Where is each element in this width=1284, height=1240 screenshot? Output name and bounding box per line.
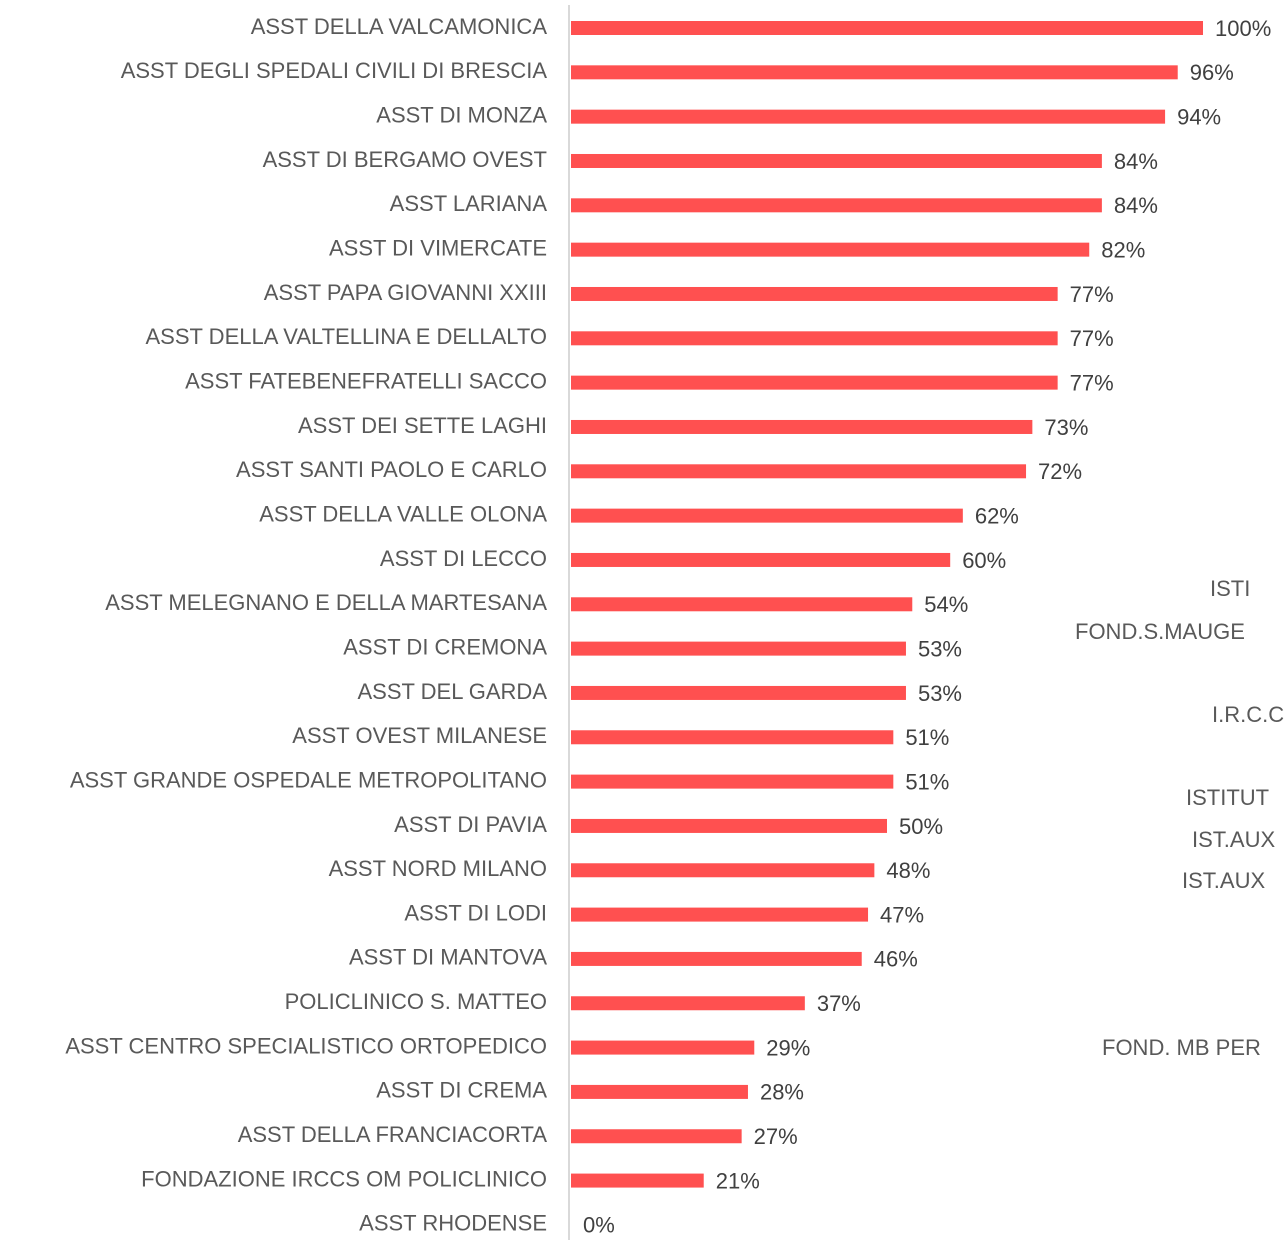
category-label: ASST DELLA VALCAMONICA: [251, 14, 548, 39]
category-label: ASST RHODENSE: [359, 1211, 547, 1236]
value-label: 27%: [754, 1124, 798, 1149]
value-label: 0%: [583, 1213, 615, 1238]
value-label: 29%: [766, 1035, 810, 1060]
bar: [571, 508, 963, 523]
value-label: 28%: [760, 1080, 804, 1105]
bar: [571, 1040, 755, 1055]
bar: [571, 65, 1178, 80]
category-label: ASST DI MONZA: [376, 102, 547, 127]
clipped-label: FOND. MB PER: [1102, 1035, 1261, 1060]
clipped-label: ISTITUT: [1186, 785, 1269, 810]
bar: [571, 242, 1090, 257]
value-label: 62%: [975, 503, 1019, 528]
value-label: 72%: [1038, 459, 1082, 484]
value-label: 51%: [905, 725, 949, 750]
value-label: 77%: [1070, 370, 1114, 395]
category-label: ASST DELLA VALTELLINA E DELLALTO: [146, 324, 548, 349]
value-label: 60%: [962, 548, 1006, 573]
value-label: 51%: [905, 769, 949, 794]
bar: [571, 730, 894, 745]
bar: [571, 375, 1058, 390]
value-label: 53%: [918, 636, 962, 661]
bar: [571, 21, 1203, 35]
value-label: 100%: [1215, 16, 1271, 41]
category-label: ASST DEI SETTE LAGHI: [298, 413, 547, 438]
category-label: ASST CENTRO SPECIALISTICO ORTOPEDICO: [65, 1033, 547, 1058]
bar: [571, 774, 894, 789]
bar: [571, 552, 951, 567]
bar: [571, 996, 805, 1011]
category-label: ASST DI CREMONA: [343, 634, 547, 659]
value-label: 54%: [924, 592, 968, 617]
bar: [571, 1084, 748, 1099]
bar: [571, 464, 1027, 479]
bar: [571, 1173, 704, 1188]
value-label: 77%: [1070, 326, 1114, 351]
category-label: ASST GRANDE OSPEDALE METROPOLITANO: [70, 767, 547, 792]
bar: [571, 685, 906, 700]
category-label: POLICLINICO S. MATTEO: [285, 989, 547, 1014]
bar: [571, 109, 1166, 124]
bar: [571, 198, 1102, 213]
value-label: 47%: [880, 902, 924, 927]
value-label: 96%: [1190, 60, 1234, 85]
bar: [571, 907, 869, 922]
clipped-label: I.R.C.C: [1212, 702, 1284, 727]
category-label: ASST DI CREMA: [376, 1078, 547, 1103]
bar: [571, 286, 1058, 301]
value-label: 50%: [899, 814, 943, 839]
value-label: 48%: [886, 858, 930, 883]
category-label: ASST DELLA FRANCIACORTA: [238, 1122, 548, 1147]
category-label: ASST DI BERGAMO OVEST: [263, 147, 547, 172]
category-label: ASST DI LECCO: [380, 546, 547, 571]
value-label: 84%: [1114, 193, 1158, 218]
category-label: FONDAZIONE IRCCS OM POLICLINICO: [141, 1166, 547, 1191]
category-label: ASST DI MANTOVA: [349, 945, 547, 970]
category-label: ASST FATEBENEFRATELLI SACCO: [185, 368, 547, 393]
clipped-label: ISTI: [1210, 576, 1250, 601]
category-label: ASST LARIANA: [390, 191, 548, 216]
category-label: ASST DEGLI SPEDALI CIVILI DI BRESCIA: [121, 58, 548, 83]
bar: [571, 331, 1058, 346]
value-label: 82%: [1101, 237, 1145, 262]
category-label: ASST DI PAVIA: [394, 812, 547, 837]
bar: [571, 641, 906, 656]
clipped-label: FOND.S.MAUGE: [1075, 619, 1245, 644]
category-label: ASST DELLA VALLE OLONA: [259, 501, 547, 526]
bar: [571, 153, 1102, 168]
bar: [571, 951, 862, 966]
clipped-label: IST.AUX: [1182, 868, 1265, 893]
value-label: 94%: [1177, 104, 1221, 129]
value-label: 77%: [1070, 282, 1114, 307]
value-label: 21%: [716, 1168, 760, 1193]
category-label: ASST PAPA GIOVANNI XXIII: [264, 280, 547, 305]
category-label: ASST DI VIMERCATE: [329, 235, 547, 260]
category-label: ASST DI LODI: [404, 900, 547, 925]
value-label: 53%: [918, 681, 962, 706]
value-label: 73%: [1044, 415, 1088, 440]
value-label: 46%: [874, 947, 918, 972]
bar: [571, 818, 887, 833]
value-label: 84%: [1114, 149, 1158, 174]
category-label: ASST MELEGNANO E DELLA MARTESANA: [105, 590, 547, 615]
value-label: 37%: [817, 991, 861, 1016]
category-label: ASST DEL GARDA: [357, 679, 547, 704]
category-label: ASST NORD MILANO: [329, 856, 547, 881]
bar: [571, 419, 1033, 434]
category-label: ASST OVEST MILANESE: [292, 723, 547, 748]
bar: [571, 597, 913, 612]
bar: [571, 863, 875, 878]
category-label: ASST SANTI PAOLO E CARLO: [236, 457, 547, 482]
clipped-label: IST.AUX: [1192, 827, 1275, 852]
bar: [571, 1129, 742, 1144]
